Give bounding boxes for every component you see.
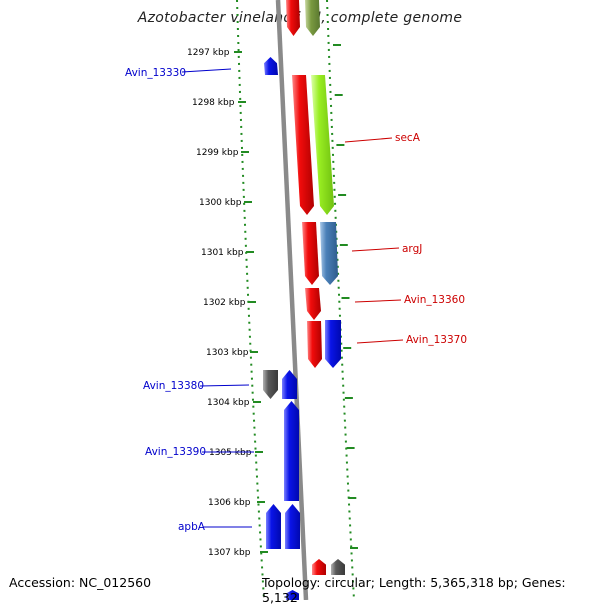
gene-avin-13330[interactable] (264, 57, 278, 75)
gene-top-red[interactable] (286, 0, 300, 36)
tick-label: 1306 kbp (208, 498, 251, 508)
label-leader-line (199, 384, 250, 387)
tick-label: 1297 kbp (187, 48, 230, 58)
gene-avin-13370[interactable] (325, 320, 341, 368)
tick-label: 1305 kbp (209, 448, 252, 458)
gene-avin-13390[interactable] (284, 401, 299, 501)
label-leader-line (181, 68, 232, 73)
gene-apba-left[interactable] (266, 504, 281, 549)
gene-label[interactable]: apbA (178, 521, 206, 533)
gene-group (263, 0, 345, 600)
gene-label[interactable]: argJ (402, 243, 422, 255)
gene-label[interactable]: Avin_13330 (125, 67, 186, 79)
map-title: Azotobacter vinelandii DJ, complete geno… (137, 10, 463, 26)
gene-avin-13380[interactable] (282, 370, 297, 399)
gene-label[interactable]: Avin_13380 (143, 380, 204, 392)
tick-label: 1302 kbp (203, 298, 246, 308)
tick-label: 1299 kbp (196, 148, 239, 158)
gene-red-long[interactable] (292, 75, 314, 215)
genome-summary-text: Topology: circular; Length: 5,365,318 bp… (262, 575, 566, 605)
gene-bottom-red[interactable] (312, 559, 326, 575)
gene-label[interactable]: Avin_13360 (404, 294, 465, 306)
label-leader-line (356, 339, 404, 344)
label-leader-line (351, 247, 400, 252)
label-leader-line (344, 137, 393, 143)
gene-top-olive[interactable] (305, 0, 320, 36)
gene-avin-13370-red[interactable] (307, 321, 322, 368)
gene-label[interactable]: Avin_13390 (145, 446, 206, 458)
gene-avin-13380-gray[interactable] (263, 370, 278, 399)
gene-argj[interactable] (320, 222, 338, 285)
outer-ring-right (326, 0, 355, 600)
label-leader-line (354, 299, 402, 303)
tick-group: 1297 kbp 1298 kbp 1299 kbp 1300 kbp 1301 kbp… (187, 44, 358, 558)
gene-avin-13360[interactable] (305, 288, 321, 320)
gene-apba[interactable] (285, 504, 300, 549)
gene-label[interactable]: Avin_13370 (406, 334, 467, 346)
tick-label: 1307 kbp (208, 548, 251, 558)
gene-label[interactable]: secA (395, 132, 421, 144)
gene-bottom-gray[interactable] (331, 559, 345, 575)
accession-text: Accession: NC_012560 (9, 575, 152, 590)
tick-label: 1298 kbp (192, 98, 235, 108)
gene-bottom-blue[interactable] (286, 590, 299, 600)
tick-label: 1301 kbp (201, 248, 244, 258)
outer-ring-left (236, 0, 265, 600)
tick-label: 1300 kbp (199, 198, 242, 208)
genome-backbone (275, 0, 309, 600)
label-group: Avin_13330 Avin_13380 Avin_13390 apbA secA ar… (125, 67, 467, 533)
tick-label: 1303 kbp (206, 348, 249, 358)
gene-seca[interactable] (311, 75, 334, 215)
tick-label: 1304 kbp (207, 398, 250, 408)
gene-argj-red[interactable] (302, 222, 319, 285)
